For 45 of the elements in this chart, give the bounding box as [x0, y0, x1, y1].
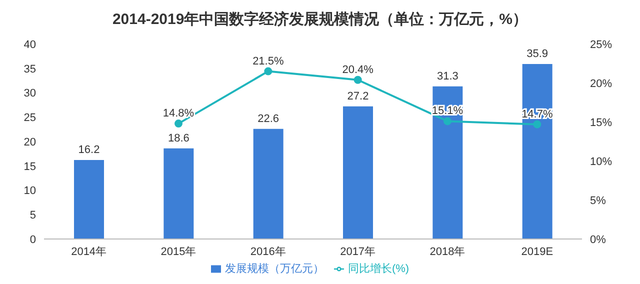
y-tick-label: 25	[24, 112, 36, 124]
bar	[432, 86, 463, 239]
bar	[74, 160, 104, 239]
chart-title: 2014-2019年中国数字经济发展规模情况（单位：万亿元，%）	[111, 10, 529, 30]
data-label: 16.2	[78, 144, 100, 156]
y2-tick-label: 15%	[590, 116, 612, 129]
point	[533, 120, 542, 128]
point	[354, 76, 362, 84]
point	[444, 117, 452, 126]
x-tick-label: 2017年	[340, 246, 376, 258]
bar	[253, 128, 284, 239]
y2-tick-label: 10%	[590, 156, 612, 168]
data-label: 14.7%	[522, 108, 553, 120]
point	[264, 67, 272, 76]
point	[174, 120, 182, 128]
data-label: 21.5%	[252, 55, 284, 68]
x-tick-label: 2019E	[521, 246, 554, 258]
data-label: 27.2	[347, 90, 369, 102]
legend-label: 同比增长(%)	[348, 263, 410, 275]
data-label: 20.4%	[342, 64, 374, 76]
data-label: 14.8%	[162, 108, 194, 120]
y-tick-label: 35	[24, 63, 36, 76]
x-tick-label: 2015年	[160, 246, 196, 258]
x-tick-label: 2016年	[250, 246, 286, 258]
y-tick-label: 10	[24, 185, 36, 198]
y2-tick-label: 25%	[590, 38, 612, 51]
x-tick-label: 2014年	[71, 246, 107, 258]
bar	[164, 148, 194, 239]
data-label: 35.9	[526, 48, 548, 60]
y-tick-label: 15	[24, 160, 36, 173]
y-tick-label: 0	[30, 234, 36, 246]
y2-tick-label: 0%	[590, 234, 606, 246]
bar	[522, 64, 552, 239]
y-tick-label: 5	[30, 210, 36, 222]
y-tick-label: 30	[24, 88, 36, 100]
data-label: 31.3	[436, 70, 458, 82]
data-label: 22.6	[258, 112, 280, 125]
y2-tick-label: 20%	[590, 78, 612, 90]
legend-label: 发展规模（万亿元）	[224, 263, 324, 275]
y-tick-label: 20	[24, 136, 36, 148]
y2-tick-label: 5%	[590, 194, 606, 207]
data-label: 18.6	[168, 132, 190, 144]
x-tick-label: 2018年	[430, 246, 466, 258]
bar	[343, 106, 373, 239]
y-tick-label: 40	[24, 38, 36, 51]
